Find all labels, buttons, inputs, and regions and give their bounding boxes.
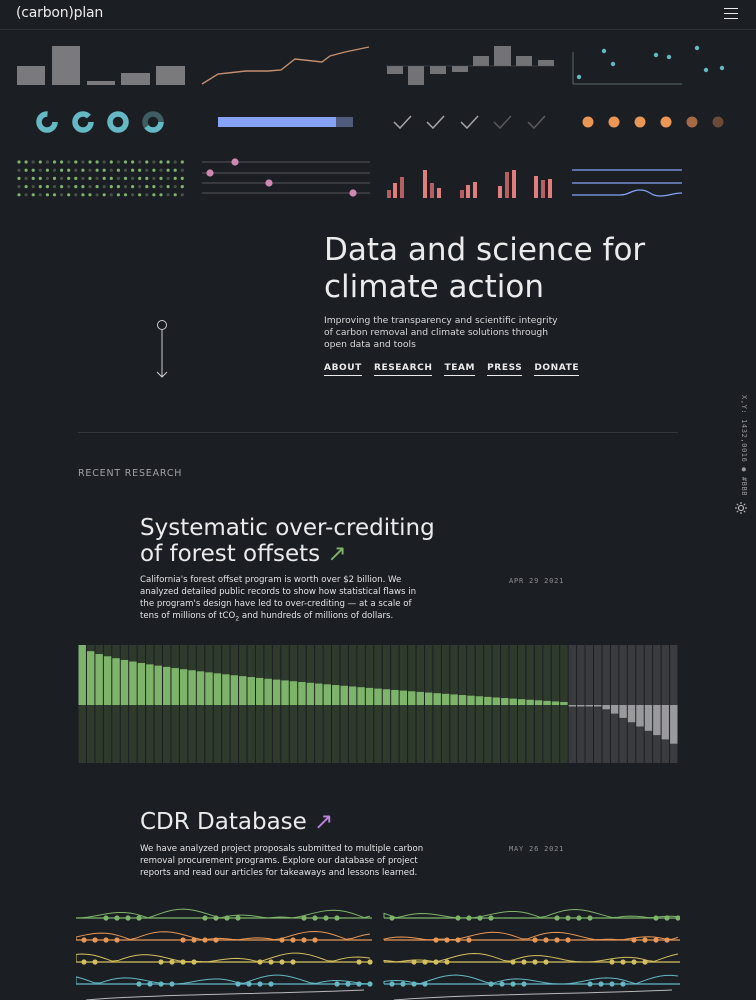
main-nav: ABOUT RESEARCH TEAM PRESS DONATE <box>324 363 580 376</box>
section-divider <box>78 432 678 433</box>
article-title[interactable]: CDR Database ↗ <box>140 809 334 835</box>
arrow-up-right-icon[interactable]: ↗ <box>314 809 334 835</box>
nav-donate[interactable]: DONATE <box>534 363 580 376</box>
article-description: We have analyzed project proposals submi… <box>140 844 424 878</box>
bar-graphic <box>17 46 185 85</box>
section-heading: RECENT RESEARCH <box>78 468 183 479</box>
article-title[interactable]: Systematic over-crediting of forest offs… <box>140 515 435 567</box>
diverging-bar-graphic <box>386 46 555 85</box>
cdr-database-graphic <box>76 908 680 1000</box>
header-divider <box>0 29 756 30</box>
nav-about[interactable]: ABOUT <box>324 363 362 376</box>
sun-icon[interactable] <box>735 502 747 514</box>
line-chart-graphic <box>572 169 683 197</box>
nav-research[interactable]: RESEARCH <box>373 363 433 376</box>
page-title: Data and science for climate action <box>324 232 646 305</box>
svg-text:X,Y: 1432,0016 ● #BBBB00: X,Y: 1432,0016 ● #BBBB00 <box>740 395 748 495</box>
nav-team[interactable]: TEAM <box>444 363 476 376</box>
nav-press[interactable]: PRESS <box>487 363 523 376</box>
logo[interactable]: (carbon)plan <box>16 5 104 21</box>
slider-graphic <box>202 161 370 194</box>
over-crediting-bar-graphic <box>78 645 678 763</box>
grouped-bar-graphic <box>387 170 552 198</box>
arrow-down-icon[interactable] <box>154 318 170 380</box>
article-date: APR 29 2021 <box>509 577 565 585</box>
scatter-graphic <box>572 45 725 85</box>
article-date: MAY 26 2021 <box>509 845 565 853</box>
page-subtitle: Improving the transparency and scientifi… <box>324 315 558 350</box>
article-description: California's forest offset program is wo… <box>140 575 417 623</box>
coordinates-readout: X,Y: 1432,0016 ● #BBBB00 <box>740 395 748 495</box>
dot-graphic <box>582 116 724 128</box>
hamburger-icon[interactable] <box>724 8 738 20</box>
line-graphic <box>201 46 370 85</box>
donut-graphic <box>36 111 164 133</box>
dot-matrix-graphic <box>17 160 184 197</box>
hero-graphics <box>17 45 725 198</box>
arrow-up-right-icon[interactable]: ↗ <box>327 541 347 567</box>
checkmark-graphic <box>393 115 546 130</box>
progress-fill <box>218 117 336 127</box>
